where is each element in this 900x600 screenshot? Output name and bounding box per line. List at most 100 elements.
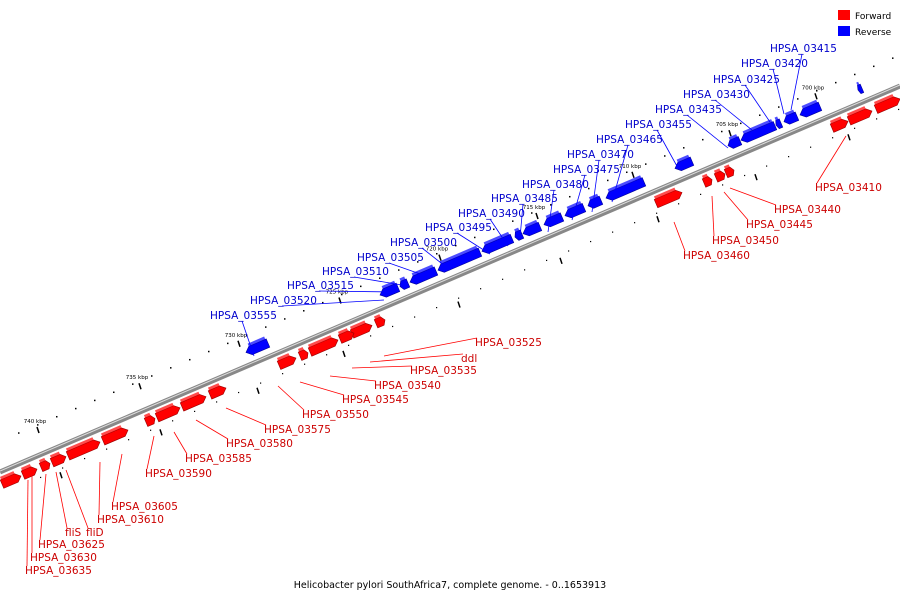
leader-line	[277, 385, 305, 411]
reverse-gene-label: HPSA_03495	[425, 222, 492, 234]
scale-dot	[326, 354, 328, 356]
scale-dot	[546, 259, 548, 262]
scale-dot	[568, 250, 570, 252]
forward-gene-label: HPSA_03630	[30, 552, 97, 564]
leader-line	[772, 68, 785, 115]
reverse-gene-arrow	[379, 280, 401, 298]
scale-dot	[414, 316, 416, 318]
leader-line	[744, 84, 771, 123]
scale-dot	[550, 204, 552, 206]
reverse-gene-label: HPSA_03455	[625, 119, 692, 131]
scale-dot	[898, 108, 900, 111]
scale-ticks: 700 kbp 705 kbp 710 kbp 715 kbp 720 kbp 725 k…	[24, 85, 851, 479]
scale-dot	[284, 318, 286, 320]
label-leader-lines	[26, 53, 847, 567]
scale-dot	[341, 293, 343, 296]
scale-dot	[94, 399, 96, 402]
scale-dot	[759, 114, 761, 116]
leader-line	[656, 129, 679, 169]
reverse-gene-label: HPSA_03500	[390, 237, 457, 249]
leader-line	[369, 353, 464, 363]
scale-tick	[847, 134, 851, 141]
scale-dot	[37, 424, 39, 426]
forward-gene-label: HPSA_03445	[746, 219, 813, 231]
leader-line	[571, 174, 586, 221]
forward-gene-arrow	[873, 94, 900, 114]
scale-tick	[342, 350, 346, 358]
reverse-gene-label: HPSA_03425	[713, 74, 780, 86]
leader-line	[281, 299, 385, 307]
leader-line	[547, 189, 555, 233]
scale-dot	[722, 184, 724, 186]
scale-dot	[626, 171, 628, 174]
scale-dot	[744, 174, 746, 177]
forward-gene-arrow	[846, 106, 873, 126]
scale-dot	[854, 127, 856, 129]
scale-dot	[113, 391, 115, 394]
reverse-gene-label: HPSA_03555	[210, 310, 277, 322]
scale-dot	[417, 261, 419, 263]
scale-dot	[854, 73, 856, 76]
reverse-gene-arrow	[514, 227, 525, 241]
reverse-gene-arrow	[674, 154, 695, 171]
reverse-gene-label: HPSA_03485	[491, 193, 558, 205]
leader-line	[714, 99, 753, 131]
forward-gene-label: HPSA_03545	[342, 394, 409, 406]
scale-dot	[260, 382, 262, 384]
forward-gene-arrow	[713, 168, 726, 183]
leader-line	[225, 407, 267, 426]
scale-dot	[873, 65, 875, 68]
leader-line	[65, 469, 89, 529]
scale-dot	[62, 467, 64, 469]
forward-gene-label: HPSA_03410	[815, 182, 882, 194]
scale-dot	[322, 301, 324, 304]
reverse-gene-arrow	[481, 231, 515, 254]
forward-gene-label: HPSA_03525	[475, 337, 542, 349]
scale-dot	[588, 187, 590, 190]
scale-dot	[360, 285, 362, 288]
forward-gene-arrow	[653, 187, 683, 209]
leader-line	[816, 135, 847, 184]
leader-line	[112, 453, 123, 503]
scale-tick	[754, 173, 758, 181]
forward-gene-arrow	[179, 391, 207, 412]
legend-reverse-label: Reverse	[855, 28, 892, 38]
scale-tick-label: 705 kbp	[716, 122, 739, 128]
reverse-gene-arrow	[856, 81, 865, 94]
scale-dot	[132, 383, 134, 385]
leader-line	[55, 471, 68, 529]
reverse-gene-arrow	[564, 201, 587, 219]
scale-dot	[227, 342, 229, 345]
leader-line	[195, 419, 229, 440]
forward-gene-label: fliD	[86, 527, 104, 539]
scale-tick	[59, 472, 63, 479]
leader-line	[790, 53, 803, 111]
scale-dot	[216, 401, 218, 403]
leader-line	[39, 473, 47, 541]
reverse-gene-label: HPSA_03475	[553, 164, 620, 176]
forward-gene-label: HPSA_03535	[410, 365, 477, 377]
reverse-gene-arrow	[437, 245, 483, 273]
legend-forward-swatch	[838, 10, 850, 20]
scale-tick	[457, 301, 461, 308]
forward-gene-label: ddl	[461, 353, 477, 365]
reverse-gene-label: HPSA_03490	[458, 208, 525, 220]
scale-tick-label: 710 kbp	[619, 164, 642, 170]
scale-dot	[512, 220, 514, 222]
scale-dot	[238, 391, 240, 394]
forward-gene-label: HPSA_03590	[145, 468, 212, 480]
leader-line	[173, 431, 188, 455]
scale-tick-label: 735 kbp	[126, 375, 149, 381]
scale-tick	[256, 387, 260, 395]
forward-gene-arrow	[143, 412, 156, 427]
leader-line	[611, 144, 629, 203]
scale-dot	[788, 156, 790, 158]
scale-dot	[835, 81, 837, 84]
leader-line	[351, 365, 413, 369]
scale-tick	[631, 171, 635, 179]
forward-gene-label: HPSA_03550	[302, 409, 369, 421]
legend-forward-label: Forward	[855, 12, 891, 22]
scale-dot	[702, 138, 704, 141]
scale-dot	[645, 163, 647, 165]
forward-gene-arrow	[337, 328, 355, 344]
